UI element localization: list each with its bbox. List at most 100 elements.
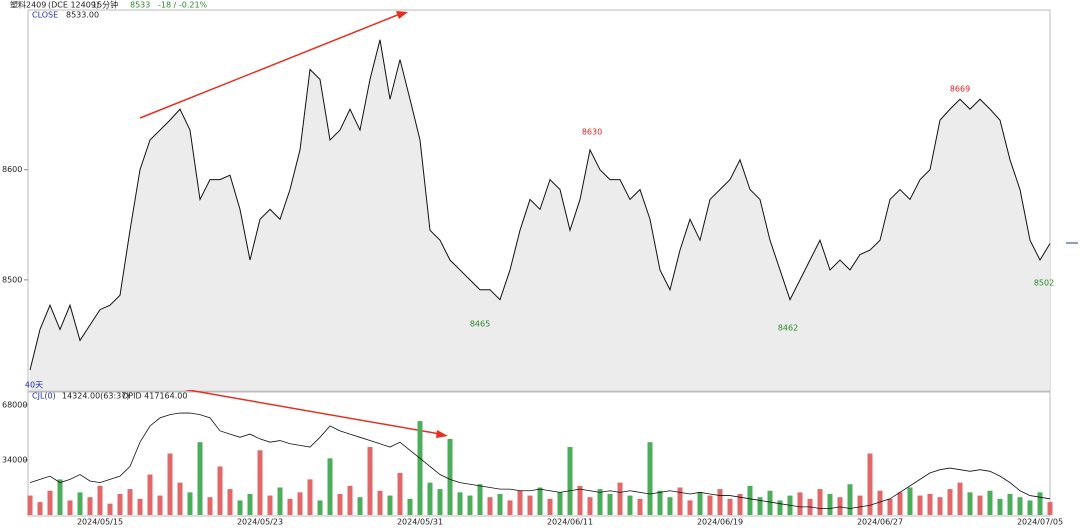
volume-bar [827,493,833,515]
volume-bar [877,490,883,515]
volume-bar [137,498,143,515]
volume-bar [97,485,103,515]
volume-bar [887,498,893,515]
volume-bar [647,442,653,515]
volume-bar [457,492,463,515]
volume-bar [177,482,183,515]
x-tick-label: 2024/05/23 [237,518,283,527]
change: -18 / -0.21% [158,1,208,10]
volume-bar [377,490,383,515]
volume-bar [77,492,83,515]
annotation: 8630 [582,128,602,137]
volume-bar [47,490,53,515]
volume-bar [187,492,193,515]
volume-bar [677,487,683,515]
volume-bar [617,482,623,515]
volume-bar [107,503,113,515]
indicator-readout: 8533.00 [66,11,99,20]
volume-bar [287,498,293,515]
volume-bar [1037,492,1043,515]
volume-bar [607,493,613,515]
volume-bar [317,500,323,515]
volume-bar [507,500,513,515]
y-tick-label: 8500 [2,275,22,284]
volume-bar [667,497,673,515]
volume-bar [947,489,953,515]
volume-bar [857,495,863,515]
indicator-title: CLOSE [32,11,58,20]
volume-bar [627,495,633,515]
volume-bar [157,495,163,515]
volume-bar [537,487,543,515]
volume-bar [737,493,743,515]
volume-bar [477,484,483,515]
volume-bar [167,453,173,515]
price-line [29,39,1051,371]
x-tick-label: 2024/07/05 [1017,518,1063,527]
volume-bar [427,482,433,515]
volume-bar [687,500,693,515]
volume-bar [867,453,873,515]
opid-readout: OPID 417164.00 [122,392,187,401]
volume-bar [387,495,393,515]
volume-bar [797,492,803,515]
volume-bar [267,495,273,515]
volume-bar [327,458,333,515]
volume-bar [407,498,413,515]
volume-bar [57,479,63,515]
volume-bar [697,492,703,515]
annotation: 40天 [25,381,43,390]
volume-bar [587,497,593,515]
volume-bar [727,498,733,515]
volume-bar [297,492,303,515]
x-tick-label: 2024/06/11 [547,518,593,527]
volume-bar [447,438,453,515]
volume-bar [207,497,213,515]
annotation: 8502 [1034,279,1054,288]
volume-bar [147,474,153,515]
volume-bar [257,450,263,515]
volume-bar [547,498,553,515]
volume-bar [87,497,93,515]
volume-bar [117,493,123,515]
volume-bar [977,495,983,515]
volume-bar [357,497,363,515]
volume-bar [1007,493,1013,515]
volume-bar [37,502,43,515]
x-tick-label: 2024/06/27 [857,518,903,527]
volume-bar [227,489,233,515]
volume-bar [127,489,133,515]
volume-bar [337,493,343,515]
y-tick-label: 68000 [2,400,27,409]
volume-bar [277,487,283,515]
x-tick-label: 2024/05/15 [77,518,123,527]
volume-bar [577,485,583,515]
volume-bar [767,490,773,515]
volume-bar [1047,502,1053,515]
volume-bar [747,485,753,515]
volume-bar [717,489,723,515]
volume-readout: 14324.00(63:37) [62,392,129,401]
volume-panel [27,391,1051,517]
volume-bar [897,492,903,515]
volume-bar [347,485,353,515]
volume-bar [997,498,1003,515]
volume-bar [417,421,423,515]
volume-bar [497,493,503,515]
volume-bar [1027,500,1033,515]
volume-bar [27,495,33,515]
volume-bar [907,487,913,515]
volume-bar [837,497,843,515]
price-panel [27,9,1051,392]
volume-bar [527,495,533,515]
period: 15分钟 [92,0,118,10]
contract: (DCE 12409) [48,1,99,10]
volume-bar [237,500,243,515]
volume-bar [217,466,223,515]
volume-bar [637,498,643,515]
volume-bar [987,490,993,515]
volume-bar [567,447,573,515]
opid-line [29,412,1051,509]
volume-bar [817,489,823,515]
